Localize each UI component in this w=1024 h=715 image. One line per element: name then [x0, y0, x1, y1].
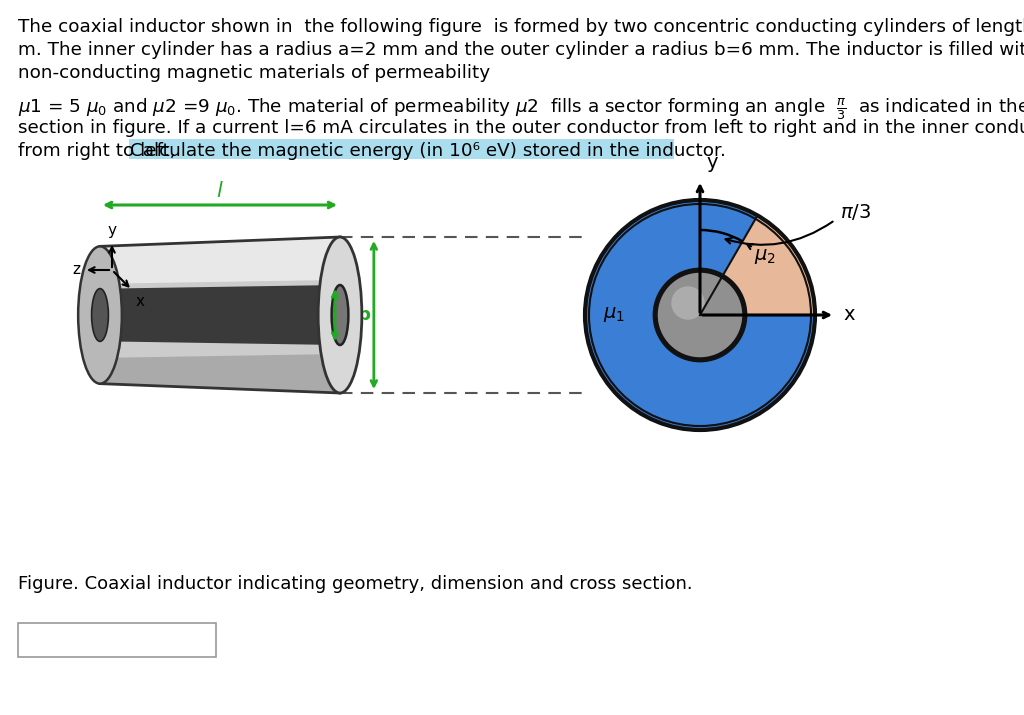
Text: $\mu$1 = 5 $\mu_0$ and $\mu$2 =9 $\mu_0$. The material of permeability $\mu$2  f: $\mu$1 = 5 $\mu_0$ and $\mu$2 =9 $\mu_0$… — [18, 96, 1024, 122]
Ellipse shape — [78, 247, 122, 384]
Circle shape — [672, 286, 705, 320]
Circle shape — [656, 271, 744, 359]
Text: The coaxial inductor shown in  the following figure  is formed by two concentric: The coaxial inductor shown in the follow… — [18, 18, 1024, 36]
Text: section in figure. If a current l=6 mA circulates in the outer conductor from le: section in figure. If a current l=6 mA c… — [18, 119, 1024, 137]
FancyBboxPatch shape — [18, 623, 216, 657]
Text: non-conducting magnetic materials of permeability: non-conducting magnetic materials of per… — [18, 64, 490, 82]
Ellipse shape — [332, 285, 348, 345]
Text: Calculate the magnetic energy (in 10⁶ eV) stored in the inductor.: Calculate the magnetic energy (in 10⁶ eV… — [130, 142, 726, 160]
FancyBboxPatch shape — [129, 139, 674, 159]
Text: y: y — [108, 223, 117, 238]
Wedge shape — [722, 215, 815, 315]
Text: x: x — [136, 294, 145, 309]
Text: $\mu_2$: $\mu_2$ — [754, 247, 776, 265]
Wedge shape — [585, 200, 815, 430]
Ellipse shape — [91, 289, 109, 341]
Polygon shape — [100, 237, 340, 284]
Text: m. The inner cylinder has a radius a=2 mm and the outer cylinder a radius b=6 mm: m. The inner cylinder has a radius a=2 m… — [18, 41, 1024, 59]
Text: $\pi/3$: $\pi/3$ — [840, 202, 871, 222]
Polygon shape — [108, 285, 338, 345]
Text: x: x — [843, 305, 854, 325]
Text: $\mu_1$: $\mu_1$ — [603, 305, 625, 325]
Polygon shape — [100, 354, 340, 393]
Text: z: z — [72, 262, 80, 277]
Text: y: y — [706, 153, 718, 172]
Text: $\it{l}$: $\it{l}$ — [216, 181, 224, 201]
Text: Figure. Coaxial inductor indicating geometry, dimension and cross section.: Figure. Coaxial inductor indicating geom… — [18, 575, 692, 593]
Text: from right to left,: from right to left, — [18, 142, 181, 160]
Text: $\mathbf{2a}$: $\mathbf{2a}$ — [323, 306, 347, 324]
Text: $\mathbf{2b}$: $\mathbf{2b}$ — [344, 306, 371, 324]
Polygon shape — [100, 237, 340, 393]
Ellipse shape — [318, 237, 361, 393]
